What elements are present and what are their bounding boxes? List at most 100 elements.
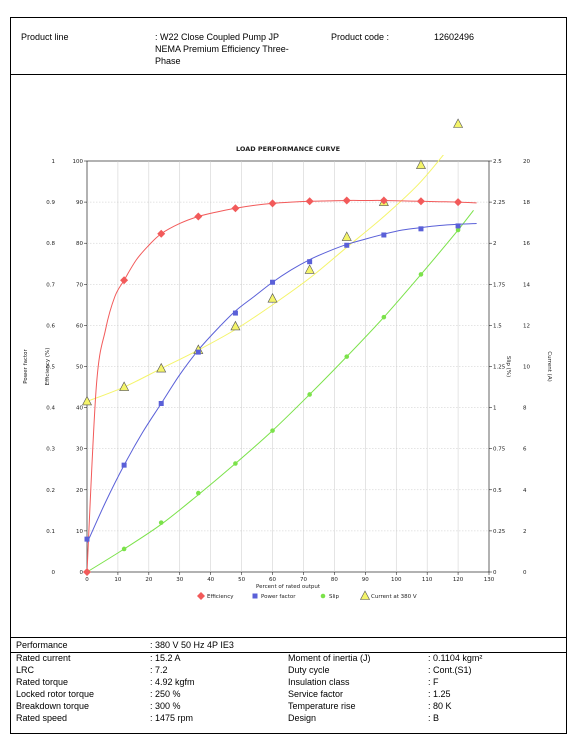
spec-value: : Cont.(S1): [428, 665, 472, 675]
current-at-380-v-legend-marker: [360, 590, 370, 600]
efficiency-marker: [305, 197, 314, 206]
current-axis-label: Current (A): [546, 351, 552, 381]
power-factor-marker: [307, 259, 313, 265]
current-at-380-v-marker: [230, 320, 241, 331]
spec-label: Service factor: [288, 689, 344, 699]
power-factor-axis-label: Power factor: [23, 349, 29, 384]
spec-value: : 1475 rpm: [150, 713, 194, 723]
current-at-380-v-marker: [82, 395, 92, 406]
efficiency-curve: [87, 199, 477, 572]
efficiency-tick-label: 50: [76, 365, 83, 371]
chart-section: LOAD PERFORMANCE CURVE 0 10 20 30 40 50 60 70 80 9…: [11, 74, 566, 638]
slip-curve: [87, 210, 474, 572]
current-tick-label: 6: [523, 447, 527, 453]
spec-label: Duty cycle: [288, 665, 330, 675]
slip-tick-label: 0.5: [493, 488, 502, 494]
spec-value: : 7.2: [150, 665, 168, 675]
slip-tick-label: 1.75: [493, 282, 506, 288]
slip-tick-label: 1.5: [493, 323, 502, 329]
slip-marker: [381, 314, 387, 320]
slip-tick-label: 0: [493, 570, 497, 576]
performance-label: Performance: [16, 640, 68, 650]
efficiency-marker: [379, 196, 388, 205]
x-tick-label: 40: [207, 577, 214, 583]
efficiency-tick-label: 20: [76, 488, 83, 494]
current-at-380-v-marker: [267, 293, 278, 303]
header-section: Product line : W22 Close Coupled Pump JP…: [11, 18, 566, 75]
x-tick-label: 120: [453, 577, 464, 583]
slip-marker: [455, 227, 461, 233]
efficiency-marker: [194, 212, 203, 221]
slip-axis-label: Slip (%): [505, 356, 511, 377]
spec-row: Rated torque : 4.92 kgfm Insulation clas…: [11, 677, 566, 689]
x-tick-label: 130: [484, 577, 495, 583]
slip-marker: [344, 354, 350, 359]
power-factor-curve: [87, 222, 477, 544]
product-line-value-2: NEMA Premium Efficiency Three-: [155, 44, 289, 54]
product-line-label: Product line: [21, 32, 69, 42]
spec-label: Rated speed: [16, 713, 68, 723]
x-tick-label: 60: [269, 577, 276, 583]
spec-row: LRC : 7.2 Duty cycle : Cont.(S1): [11, 665, 566, 677]
current-tick-label: 12: [523, 323, 530, 329]
current-at-380-v-marker: [341, 231, 352, 241]
spec-value: : 15.2 A: [150, 653, 181, 663]
current-tick-label: 0: [523, 570, 527, 576]
spec-label: Temperature rise: [288, 701, 356, 711]
power-factor-marker: [270, 279, 276, 285]
power-factor-tick-label: 0.2: [46, 488, 55, 494]
efficiency-tick-label: 30: [76, 447, 83, 453]
current-at-380-v-marker: [119, 381, 130, 391]
slip-marker: [196, 490, 201, 496]
x-tick-label: 0: [85, 577, 89, 583]
spec-row: Rated current : 15.2 A Moment of inertia…: [11, 653, 566, 665]
efficiency-legend-label: Efficiency: [207, 594, 234, 600]
spec-value: : 80 K: [428, 701, 452, 711]
efficiency-tick-label: 80: [76, 241, 83, 247]
product-code-label: Product code :: [331, 32, 390, 42]
slip-tick-label: 2.5: [493, 159, 502, 165]
power-factor-tick-label: 0.4: [46, 406, 55, 412]
spec-label: Insulation class: [288, 677, 350, 687]
slip-tick-label: 0.75: [493, 447, 506, 453]
efficiency-marker: [231, 204, 240, 213]
spec-label: Breakdown torque: [16, 701, 90, 711]
power-factor-tick-label: 0.5: [46, 365, 55, 371]
power-factor-tick-label: 0.6: [46, 323, 55, 329]
slip-tick-label: 2: [493, 241, 497, 247]
current-tick-label: 10: [523, 365, 530, 371]
power-factor-tick-label: 0.7: [46, 282, 55, 288]
power-factor-tick-label: 0.3: [46, 447, 55, 453]
performance-value: : 380 V 50 Hz 4P IE3: [150, 640, 234, 650]
efficiency-tick-label: 70: [76, 282, 83, 288]
efficiency-tick-label: 40: [76, 406, 83, 412]
performance-row: Performance : 380 V 50 Hz 4P IE3: [11, 637, 566, 653]
power-factor-marker: [84, 536, 90, 542]
efficiency-marker: [454, 198, 463, 207]
efficiency-marker: [83, 568, 91, 576]
current-at-380-v-legend-label: Current at 380 V: [371, 594, 417, 600]
efficiency-marker: [342, 196, 351, 205]
efficiency-marker: [120, 276, 129, 285]
power-factor-marker: [121, 462, 127, 468]
x-tick-label: 10: [114, 577, 121, 583]
current-at-380-v-marker: [156, 362, 167, 373]
power-factor-legend-label: Power factor: [261, 594, 296, 600]
efficiency-marker: [268, 199, 277, 208]
current-at-380-v-marker: [415, 159, 426, 169]
spec-value: : 300 %: [150, 701, 181, 711]
power-factor-tick-label: 0.9: [46, 200, 55, 206]
power-factor-marker: [418, 226, 424, 232]
current-at-380-v-marker: [304, 264, 315, 274]
power-factor-tick-label: 0.8: [46, 241, 55, 247]
spec-value: : B: [428, 713, 440, 723]
power-factor-marker: [381, 232, 387, 238]
datasheet: Product line : W22 Close Coupled Pump JP…: [10, 17, 567, 734]
spec-label: Locked rotor torque: [16, 689, 95, 699]
x-tick-label: 80: [331, 577, 338, 583]
efficiency-tick-label: 90: [76, 200, 83, 206]
chart-title: LOAD PERFORMANCE CURVE: [236, 145, 340, 153]
spec-label: LRC: [16, 665, 35, 675]
current-tick-label: 18: [523, 200, 530, 206]
